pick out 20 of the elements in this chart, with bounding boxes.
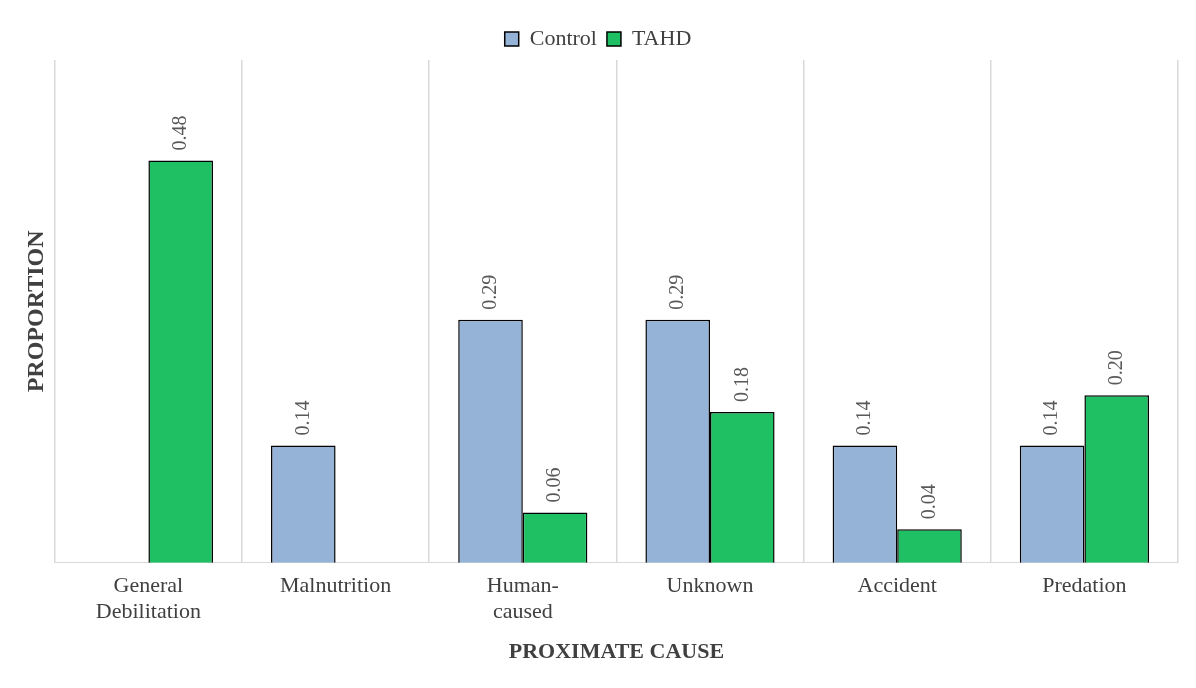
data-label: 0.14 [852, 400, 875, 436]
data-label: 0.48 [167, 115, 190, 151]
x-tick-label: Predation [1042, 571, 1127, 597]
data-label: 0.29 [664, 274, 687, 310]
data-label: 0.29 [477, 274, 500, 310]
data-label: 0.20 [1103, 350, 1126, 386]
legend-label: TAHD [631, 24, 692, 50]
data-label: 0.18 [729, 366, 752, 402]
x-tick-label: General Debilitation [95, 571, 201, 624]
x-tick-label: Accident [857, 571, 937, 597]
data-label: 0.06 [542, 467, 565, 503]
x-tick-label: Malnutrition [279, 571, 392, 597]
y-axis-title: PROPORTION [21, 229, 48, 393]
x-axis-title: PROXIMATE CAUSE [508, 638, 725, 664]
data-label: 0.04 [916, 484, 939, 520]
legend-label: Control [529, 24, 597, 50]
data-label: 0.14 [290, 400, 313, 436]
data-label: 0.14 [1039, 400, 1062, 436]
x-tick-label: Unknown [666, 571, 754, 597]
x-tick-label: Human-caused [486, 571, 559, 624]
